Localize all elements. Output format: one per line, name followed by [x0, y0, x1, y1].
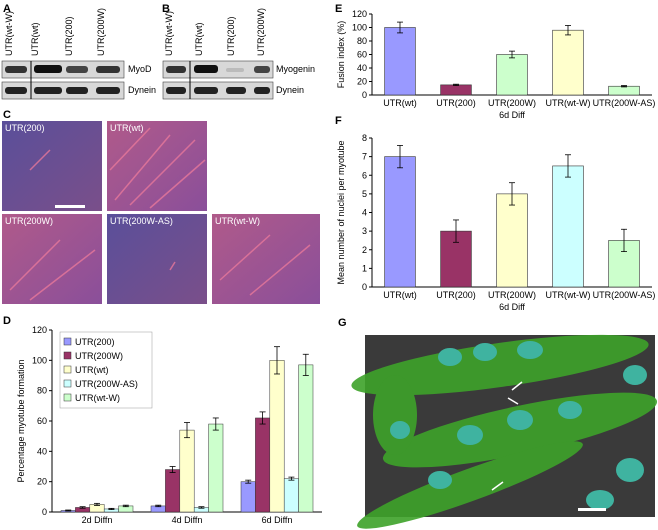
- lane-label: UTR(wt-W): [4, 11, 14, 56]
- blot-row-label: MyoD: [128, 64, 152, 74]
- blot-row-label: Dynein: [276, 85, 304, 95]
- x-tick-label: UTR(200W-AS): [593, 290, 656, 300]
- x-tick-label: UTR(wt-W): [546, 98, 591, 108]
- panel-label: C: [3, 109, 11, 121]
- bar: [552, 29, 584, 96]
- y-tick-label: 60: [37, 416, 47, 426]
- y-tick-label: 80: [357, 36, 367, 46]
- lane-label: UTR(200W): [96, 8, 106, 56]
- bar: [208, 423, 224, 513]
- y-tick-label: 1: [362, 263, 367, 273]
- legend-label: UTR(200W): [75, 351, 123, 361]
- blot-a: UTR(wt-W) UTR(wt) UTR(200) UTR(200W) Myo…: [1, 8, 156, 100]
- bar: [496, 193, 528, 288]
- panel-label: A: [3, 3, 11, 15]
- bar: [608, 85, 640, 96]
- bar: [384, 27, 416, 96]
- y-tick-label: 20: [37, 477, 47, 487]
- y-tick-label: 4: [362, 208, 367, 218]
- lane-label: UTR(200): [64, 16, 74, 56]
- y-tick-label: 120: [32, 325, 47, 335]
- legend-swatch: [63, 365, 72, 374]
- bar: [179, 429, 195, 513]
- y-tick-label: 100: [352, 23, 367, 33]
- y-tick-label: 40: [357, 63, 367, 73]
- x-tick-label: 2d Diffn: [82, 515, 113, 525]
- x-tick-label: 4d Diffn: [172, 515, 203, 525]
- bar: [240, 481, 256, 513]
- y-tick-label: 20: [357, 77, 367, 87]
- micrograph-label: UTR(wt-W): [215, 216, 260, 226]
- fluorescence-image: [351, 334, 658, 529]
- y-axis-label: Percentage myotube formation: [16, 359, 26, 482]
- y-axis-label: Mean number of nuclei per myotube: [336, 140, 346, 284]
- y-tick-label: 120: [352, 9, 367, 19]
- panel-label: D: [3, 315, 11, 327]
- bar: [283, 478, 299, 513]
- legend-label: UTR(200): [75, 337, 115, 347]
- blot-b: UTR(wt-W) UTR(wt) UTR(200) UTR(200W) Myo…: [162, 8, 315, 100]
- panel-label: E: [335, 3, 342, 15]
- bar: [384, 156, 416, 288]
- bar: [440, 230, 472, 288]
- x-tick-label: UTR(wt): [383, 290, 417, 300]
- blot-row-label: Myogenin: [276, 64, 315, 74]
- bar: [255, 417, 271, 513]
- y-tick-label: 0: [362, 90, 367, 100]
- legend-swatch: [63, 379, 72, 388]
- y-tick-label: 2: [362, 245, 367, 255]
- x-tick-label: 6d Diffn: [262, 515, 293, 525]
- bar: [440, 84, 472, 96]
- x-axis-label: 6d Diff: [499, 110, 525, 120]
- x-tick-label: UTR(200W): [488, 290, 536, 300]
- legend-swatch: [63, 337, 72, 346]
- lane-label: UTR(wt): [194, 23, 204, 57]
- legend-swatch: [63, 393, 72, 402]
- y-tick-label: 0: [362, 282, 367, 292]
- x-tick-label: UTR(wt-W): [546, 290, 591, 300]
- y-tick-label: 8: [362, 133, 367, 143]
- x-tick-label: UTR(200): [436, 98, 476, 108]
- y-tick-label: 7: [362, 152, 367, 162]
- panel-label: B: [162, 3, 170, 15]
- micrograph-label: UTR(200W-AS): [110, 216, 173, 226]
- panel-label: G: [338, 317, 347, 329]
- bar: [165, 469, 181, 513]
- bar: [552, 165, 584, 288]
- blot-row-label: Dynein: [128, 85, 156, 95]
- bar: [269, 360, 285, 513]
- y-tick-label: 40: [37, 446, 47, 456]
- panel-label: F: [335, 115, 342, 127]
- legend-box: [59, 331, 153, 409]
- legend-swatch: [63, 351, 72, 360]
- x-tick-label: UTR(200W): [488, 98, 536, 108]
- y-tick-label: 60: [357, 50, 367, 60]
- micrographs: UTR(200) UTR(wt) UTR(200W) UTR(200W-AS) …: [2, 121, 320, 304]
- lane-label: UTR(200W): [256, 8, 266, 56]
- bar: [298, 364, 314, 513]
- legend-label: UTR(200W-AS): [75, 379, 138, 389]
- y-tick-label: 80: [37, 386, 47, 396]
- y-tick-label: 0: [42, 507, 47, 517]
- lane-label: UTR(wt-W): [164, 11, 174, 56]
- lane-label: UTR(200): [226, 16, 236, 56]
- x-axis-label: 6d Diff: [499, 302, 525, 312]
- legend-label: UTR(wt): [75, 365, 109, 375]
- lane-label: UTR(wt): [30, 23, 40, 57]
- x-tick-label: UTR(200W-AS): [593, 98, 656, 108]
- micrograph-label: UTR(200): [5, 123, 45, 133]
- micrograph-label: UTR(wt): [110, 123, 144, 133]
- legend-label: UTR(wt-W): [75, 393, 120, 403]
- x-tick-label: UTR(wt): [383, 98, 417, 108]
- x-tick-label: UTR(200): [436, 290, 476, 300]
- bar: [496, 54, 528, 96]
- y-tick-label: 100: [32, 355, 47, 365]
- y-axis-label: Fusion index (%): [336, 21, 346, 89]
- y-tick-label: 3: [362, 226, 367, 236]
- micrograph-label: UTR(200W): [5, 216, 53, 226]
- y-tick-label: 5: [362, 189, 367, 199]
- y-tick-label: 6: [362, 170, 367, 180]
